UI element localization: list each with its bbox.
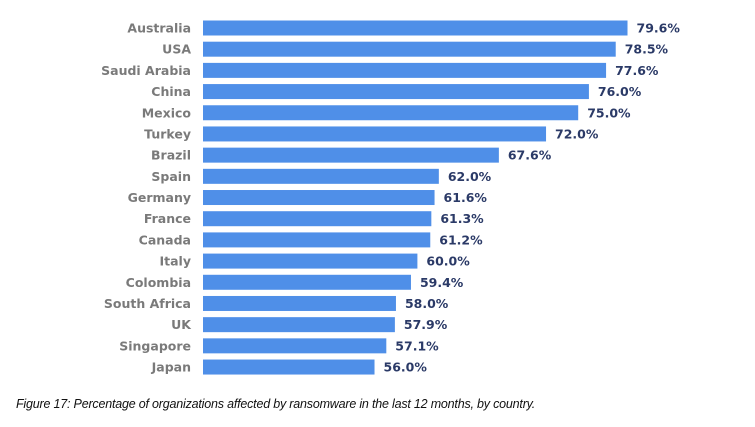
data-label: 57.1% [395,338,439,353]
category-label: Mexico [142,105,192,120]
bar [203,359,375,375]
bar [203,232,431,248]
data-label: 79.6% [637,21,681,36]
bar [203,211,432,227]
category-label: Italy [160,254,192,269]
data-label: 61.3% [440,211,484,226]
bar [203,190,435,206]
data-label: 61.2% [439,232,483,247]
bar [203,295,396,311]
category-label: France [144,211,191,226]
category-label: Turkey [144,126,191,141]
bar [203,168,439,184]
data-label: 72.0% [555,126,599,141]
category-label: South Africa [104,296,191,311]
bar [203,253,418,269]
data-label: 76.0% [598,84,642,99]
bar [203,20,628,36]
data-label: 60.0% [426,254,470,269]
data-label: 67.6% [508,148,552,163]
data-label: 77.6% [615,63,659,78]
bar [203,274,411,290]
bar [203,62,607,78]
bar [203,41,616,57]
data-label: 57.9% [404,317,448,332]
category-label: Japan [151,360,191,375]
category-label: Brazil [151,148,191,163]
bar [203,105,579,121]
bar [203,147,499,163]
data-label: 56.0% [384,360,428,375]
category-label: Singapore [119,338,191,353]
bar-chart: Australia 79.6% USA 78.5% Saudi Arabia 77.6% C… [101,20,681,375]
category-label: Saudi Arabia [101,63,191,78]
category-label: Spain [151,169,191,184]
category-label: UK [171,317,192,332]
category-label: USA [162,42,191,57]
bar [203,126,547,142]
data-label: 61.6% [444,190,488,205]
category-label: Canada [139,232,191,247]
category-label: China [151,84,191,99]
data-label: 59.4% [420,275,464,290]
bar [203,338,387,354]
category-label: Colombia [126,275,191,290]
data-label: 62.0% [448,169,492,184]
bar [203,317,395,333]
category-label: Australia [127,21,191,36]
bar [203,84,589,100]
data-label: 58.0% [405,296,449,311]
category-label: Germany [128,190,191,205]
figure-caption: Figure 17: Percentage of organizations a… [16,397,536,411]
data-label: 75.0% [587,105,631,120]
data-label: 78.5% [625,42,669,57]
